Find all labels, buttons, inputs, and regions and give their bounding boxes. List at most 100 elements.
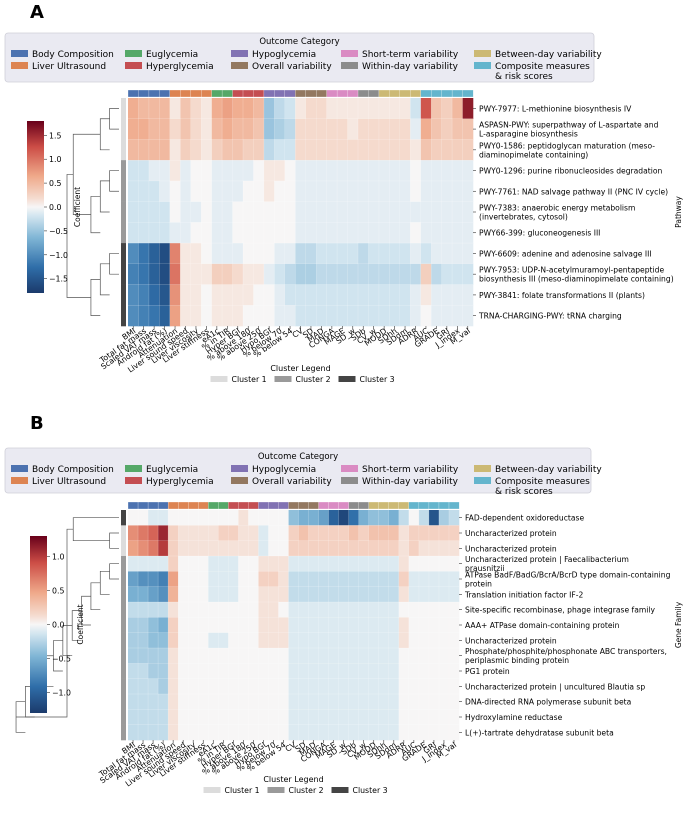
- heatmap-cell: [399, 180, 411, 202]
- heatmap-cell: [243, 284, 254, 306]
- dendrogram: [15, 517, 119, 733]
- heatmap-cell: [268, 602, 279, 618]
- heatmap-cell: [318, 510, 329, 526]
- heatmap-cell: [278, 571, 289, 587]
- legend-label-line: Hyperglycemia: [146, 477, 214, 487]
- row-cluster-cell: [121, 678, 126, 695]
- heatmap-cell: [428, 571, 440, 587]
- heatmap-cell: [347, 180, 359, 202]
- row-cluster-cell: [121, 694, 126, 710]
- heatmap-cell: [438, 510, 450, 526]
- row-label-line: PWY0-1296: purine ribonucleosides degrad…: [479, 167, 663, 176]
- row-label-line: PWY-7761: NAD salvage pathway II (PNC IV…: [479, 187, 668, 196]
- heatmap-cell: [358, 160, 369, 182]
- heatmap-cell: [169, 139, 181, 161]
- heatmap-cell: [438, 709, 450, 725]
- heatmap-cell: [138, 540, 149, 557]
- dendrogram-link: [99, 180, 110, 213]
- heatmap-cell: [188, 724, 199, 741]
- heatmap-cell: [328, 617, 339, 633]
- row-cluster-cell: [121, 724, 126, 741]
- heatmap-cell: [398, 648, 410, 664]
- heatmap-cell: [169, 180, 181, 202]
- category-bar-cell: [253, 89, 265, 98]
- heatmap-cell: [295, 243, 307, 265]
- heatmap-cell: [428, 678, 440, 695]
- heatmap-cell: [316, 139, 327, 161]
- heatmap: [128, 510, 460, 741]
- heatmap-cell: [232, 222, 244, 244]
- heatmap-cell: [389, 284, 401, 306]
- cluster-legend-swatch: [203, 787, 221, 793]
- cluster-legend-label: Cluster 2: [289, 786, 324, 795]
- row-labels: PWY-7977: L-methionine biosynthesis IV AS…: [473, 104, 674, 321]
- cluster-legend-swatch: [267, 787, 285, 793]
- row-cluster-cell: [121, 586, 126, 603]
- heatmap-cell: [128, 263, 139, 285]
- heatmap-cell: [448, 540, 460, 557]
- category-bar-cell: [127, 501, 139, 510]
- heatmap-cell: [274, 118, 286, 140]
- heatmap-cell: [218, 556, 229, 572]
- heatmap-cell: [168, 586, 179, 603]
- heatmap-cell: [347, 201, 359, 223]
- heatmap-cell: [326, 118, 338, 140]
- heatmap-cell: [263, 180, 275, 202]
- legend-label: Overall variability: [252, 62, 332, 72]
- heatmap-cell: [348, 709, 359, 725]
- legend-swatch: [11, 62, 28, 69]
- heatmap-cell: [431, 305, 442, 327]
- category-bar-cell: [147, 501, 159, 510]
- heatmap-cell: [295, 180, 307, 202]
- heatmap-cell: [158, 510, 169, 526]
- heatmap-cell: [218, 540, 229, 557]
- heatmap-cell: [201, 160, 212, 182]
- category-bar-cell: [263, 89, 275, 98]
- heatmap-cell: [410, 222, 422, 244]
- heatmap-cell: [316, 98, 327, 120]
- cluster-legend-swatch: [338, 376, 356, 382]
- heatmap-cell: [448, 694, 460, 710]
- heatmap-cell: [368, 263, 380, 285]
- heatmap-cell: [438, 648, 450, 664]
- heatmap-cell: [268, 678, 279, 695]
- row-label-line: PWY-6609: adenine and adenosine salvage …: [479, 249, 652, 258]
- heatmap-cell: [399, 222, 411, 244]
- heatmap-cell: [378, 556, 390, 572]
- row-label-line: Uncharacterized protein: [465, 529, 557, 538]
- heatmap-cell: [148, 160, 160, 182]
- heatmap-cell: [308, 571, 319, 587]
- heatmap-cell: [168, 571, 179, 587]
- heatmap-cell: [158, 709, 169, 725]
- heatmap-cell: [408, 648, 420, 664]
- heatmap-cell: [188, 678, 199, 695]
- heatmap-cell: [178, 556, 189, 572]
- heatmap-cell: [338, 586, 349, 603]
- heatmap-cell: [278, 678, 289, 695]
- heatmap-cell: [180, 139, 192, 161]
- heatmap-cell: [238, 586, 249, 603]
- heatmap-cell: [428, 663, 440, 679]
- heatmap-cell: [347, 263, 359, 285]
- heatmap-cell: [222, 98, 233, 120]
- category-bar-cell: [201, 89, 213, 98]
- heatmap-cell: [431, 98, 442, 120]
- heatmap-cell: [218, 586, 229, 603]
- legend-label-line: Hypoglycemia: [252, 465, 316, 475]
- colorbar-scale: [30, 536, 47, 713]
- heatmap-cell: [148, 678, 159, 695]
- heatmap-cell: [326, 160, 338, 182]
- heatmap-cell: [198, 556, 209, 572]
- heatmap-cell: [180, 160, 192, 182]
- heatmap-cell: [148, 556, 159, 572]
- heatmap-cell: [128, 586, 139, 603]
- heatmap-cell: [388, 571, 400, 587]
- heatmap-cell: [268, 663, 279, 679]
- category-bar-cell: [295, 89, 307, 98]
- colorbar-tick-label: 0.0: [52, 621, 64, 630]
- heatmap-cell: [358, 510, 370, 526]
- heatmap-cell: [201, 222, 212, 244]
- heatmap-cell: [298, 724, 309, 741]
- heatmap-cell: [138, 709, 149, 725]
- heatmap-cell: [318, 648, 329, 664]
